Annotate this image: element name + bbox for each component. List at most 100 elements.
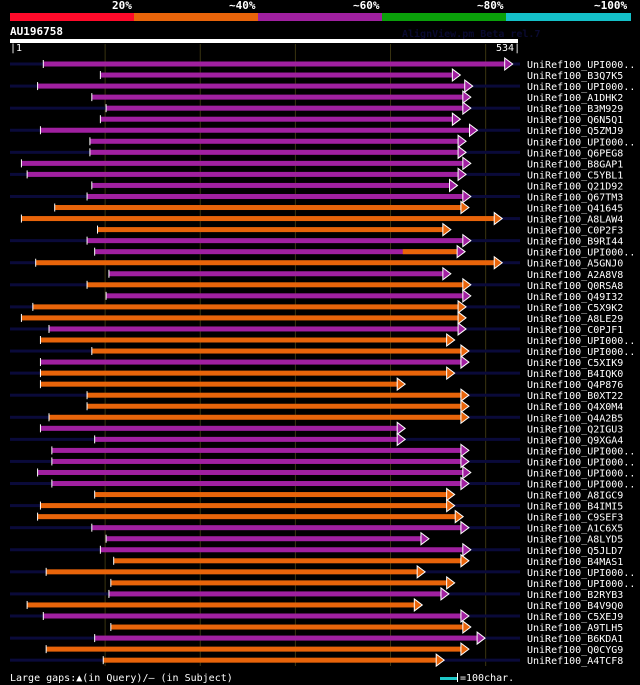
overhang-right (494, 217, 520, 221)
legend-bar-60 (258, 13, 382, 21)
hit-bar (87, 392, 461, 398)
overhang-right (446, 504, 520, 508)
hit-bar (106, 536, 421, 542)
hit-end-arrow (460, 443, 470, 458)
hit-bar (110, 624, 463, 630)
hit-end-arrow (462, 156, 472, 171)
hit-end-arrow (442, 266, 452, 281)
scale-tick (457, 673, 458, 682)
hit-bar (94, 492, 447, 498)
hit-end-arrow (456, 244, 466, 259)
hit-bar (46, 569, 418, 575)
hit-end-arrow (468, 123, 479, 138)
watermark: AlignView.pm Beta rel.7 (402, 29, 541, 40)
hit-end-arrow (435, 653, 446, 668)
overhang-left (10, 327, 50, 331)
hit-name: UniRef100_B4V9Q0 (527, 601, 623, 612)
hit-name: UniRef100_UPI000.. (527, 457, 635, 468)
hit-name: UniRef100_B3M929 (527, 104, 623, 115)
overhang-left (10, 239, 88, 243)
overhang-right (460, 415, 520, 419)
overhang-right (458, 305, 520, 309)
hit-bar (108, 271, 443, 277)
overhang-left (10, 150, 90, 154)
hit-bar (40, 359, 461, 365)
hit-name: UniRef100_A5GNJ0 (527, 259, 623, 270)
hit-name: UniRef100_A4TCF8 (527, 656, 623, 667)
hit-name: UniRef100_UPI000.. (527, 82, 635, 93)
hit-bar (43, 61, 505, 67)
hit-bar (21, 160, 463, 166)
hit-bar (97, 227, 443, 233)
hit-bar (40, 127, 470, 133)
hit-bar (106, 105, 463, 111)
hit-end-arrow (460, 520, 470, 535)
hit-name: UniRef100_C5XIK9 (527, 358, 623, 369)
hit-end-arrow (446, 498, 456, 513)
hit-name: UniRef100_B6KDA1 (527, 634, 623, 645)
hit-end-arrow (462, 233, 472, 248)
hit-name: UniRef100_Q67TM3 (527, 192, 623, 203)
hit-name: UniRef100_UPI000.. (527, 336, 635, 347)
hit-name: UniRef100_UPI000.. (527, 568, 635, 579)
hit-end-arrow (396, 377, 407, 392)
hit-bar (89, 138, 459, 144)
overhang-left (10, 261, 36, 265)
hit-bar (37, 83, 465, 89)
overhang-right (417, 570, 520, 574)
hit-end-arrow (460, 388, 470, 403)
hit-end-arrow (457, 310, 467, 325)
overhang-left (10, 482, 52, 486)
overhang-right (436, 658, 520, 662)
overhang-left (10, 570, 47, 574)
hit-name: UniRef100_A1DHK2 (527, 93, 623, 104)
scale-bar (440, 677, 457, 680)
hit-name: UniRef100_B8GAP1 (527, 159, 623, 170)
overhang-right (460, 459, 520, 463)
hit-end-arrow (451, 68, 462, 83)
overhang-right (494, 261, 520, 265)
overhang-left (10, 172, 28, 176)
overhang-left (10, 62, 44, 66)
hit-end-arrow (420, 531, 430, 546)
hit-end-arrow (460, 355, 470, 370)
overhang-left (10, 548, 101, 552)
hit-name: UniRef100_A1C6X5 (527, 524, 623, 535)
overhang-left (10, 614, 44, 618)
hit-name: UniRef100_Q6PEG8 (527, 148, 623, 159)
hit-name: UniRef100_Q4P876 (527, 380, 623, 391)
overhang-right (462, 194, 520, 198)
legend-bar-20 (10, 13, 134, 21)
hit-bar (87, 282, 463, 288)
overhang-left (10, 84, 38, 88)
hit-name: UniRef100_A8LAW4 (527, 215, 623, 226)
scale-label: =100char. (460, 673, 515, 684)
hit-bar (91, 348, 461, 354)
query-end: 534| (496, 43, 521, 54)
query-bar (10, 39, 518, 43)
hit-bar (91, 182, 450, 188)
hit-end-arrow (462, 101, 472, 116)
overhang-left (10, 371, 41, 375)
overhang-left (10, 283, 88, 287)
legend-label-40: ~40% (229, 0, 256, 12)
hit-end-arrow (462, 277, 472, 292)
overhang-right (460, 482, 520, 486)
hit-end-arrow (460, 476, 470, 491)
hit-name: UniRef100_Q49I32 (527, 292, 623, 303)
hit-end-arrow (493, 211, 504, 226)
overhang-right (462, 283, 520, 287)
hit-name: UniRef100_A8LE29 (527, 314, 623, 325)
hit-bar (100, 116, 453, 122)
hit-name: UniRef100_B2RYB3 (527, 590, 623, 601)
hit-name: UniRef100_Q0CYG9 (527, 645, 623, 656)
hit-bar-segment (402, 249, 458, 255)
hit-bar (87, 403, 461, 409)
overhang-right (460, 614, 520, 618)
hit-name: UniRef100_UPI000.. (527, 579, 635, 590)
hit-end-arrow (460, 410, 470, 425)
hit-end-arrow (457, 321, 467, 336)
overhang-left (10, 504, 41, 508)
hit-name: UniRef100_UPI000.. (527, 137, 635, 148)
hit-end-arrow (462, 465, 472, 480)
